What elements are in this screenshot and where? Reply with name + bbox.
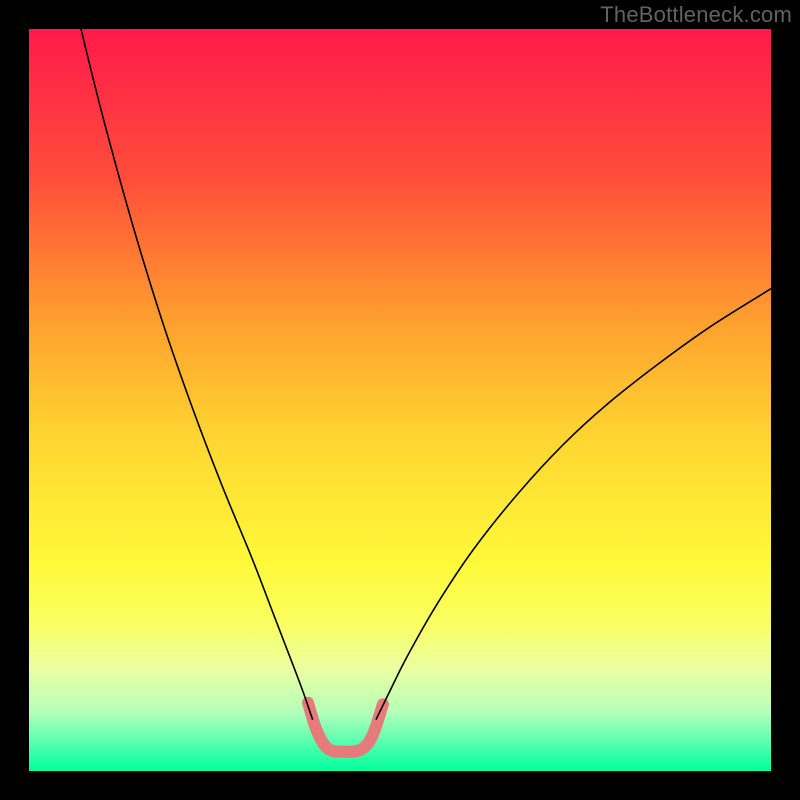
chart-svg (29, 29, 771, 771)
watermark-text: TheBottleneck.com (600, 2, 792, 28)
bottleneck-chart (29, 29, 771, 771)
gradient-background (29, 29, 771, 771)
